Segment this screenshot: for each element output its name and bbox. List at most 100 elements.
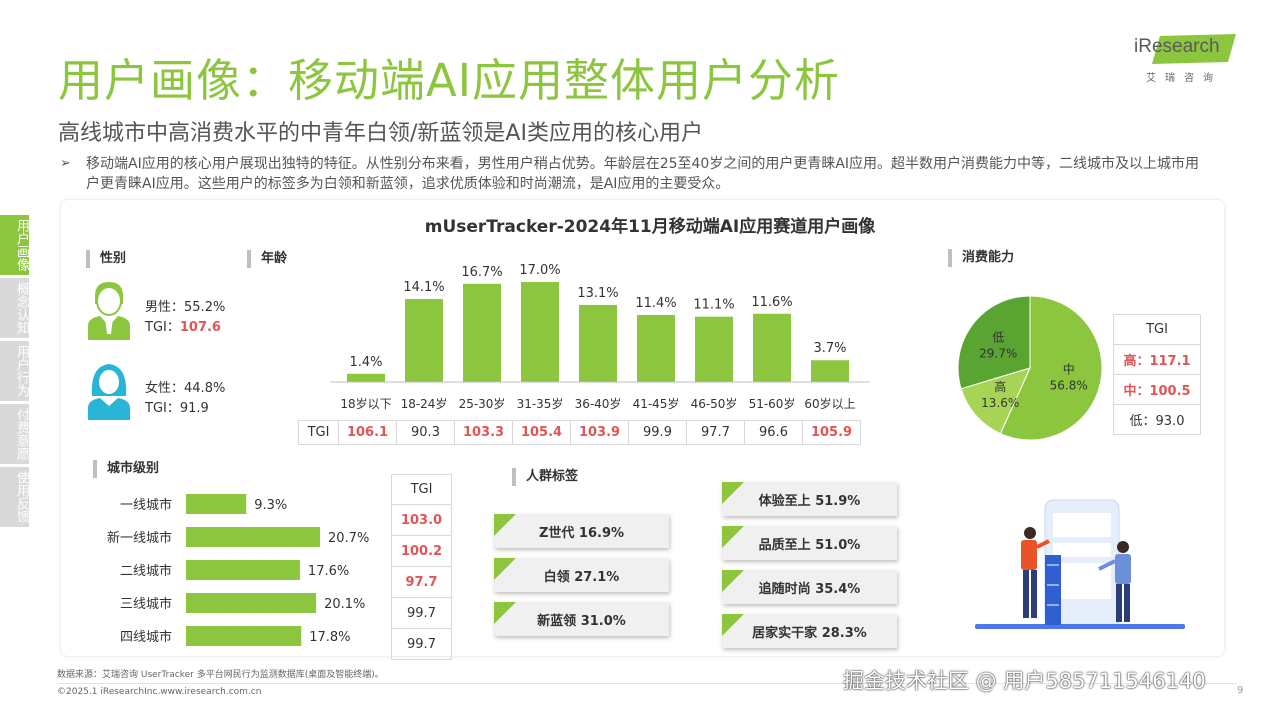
age-category-label-7: 51-60岁 xyxy=(749,396,796,411)
pie-slice-1 xyxy=(999,295,1103,441)
city-category-label-0: 一线城市 xyxy=(120,497,172,513)
crowd-right-tag-label-0: 体验至上 51.9% xyxy=(722,482,897,516)
age-value-label-5: 11.4% xyxy=(635,296,676,311)
pie-value-label-0: 29.7% xyxy=(979,346,1017,360)
city-category-label-2: 二线城市 xyxy=(120,563,172,579)
data-source-note: 数据来源：艾瑞咨询 UserTracker 多平台网民行为监测数据库(桌面及智能… xyxy=(57,670,384,680)
age-tgi-cell-7: 96.6 xyxy=(744,420,803,445)
age-tgi-cell-5: 99.9 xyxy=(628,420,687,445)
age-bar-chart: 1.4% 18岁以下 14.1% 18-24岁 16.7% 25-30岁 17.0% 31-3… xyxy=(330,263,870,411)
age-bar-7 xyxy=(753,313,791,382)
side-tab-feedback[interactable]: 使用反馈 xyxy=(0,467,29,527)
age-bar-3 xyxy=(521,282,559,382)
age-category-label-1: 18-24岁 xyxy=(401,396,448,411)
pie-value-label-1: 56.8% xyxy=(1050,378,1088,392)
age-value-label-2: 16.7% xyxy=(461,265,502,280)
page-subtitle: 高线城市中高消费水平的中青年白领/新蓝领是AI类应用的核心用户 xyxy=(58,121,703,146)
age-bar-0 xyxy=(347,373,385,382)
consumption-tgi-low: 低：93.0 xyxy=(1113,404,1201,435)
female-tgi-label: TGI： xyxy=(145,401,180,416)
side-navigation: 用户画像 概念认知 用户行为 付费意愿 使用反馈 xyxy=(0,215,29,530)
city-bar-4 xyxy=(186,626,302,646)
side-tab-concept[interactable]: 概念认知 xyxy=(0,278,29,338)
age-tgi-cell-4: 103.9 xyxy=(570,420,629,445)
age-heading: 年龄 xyxy=(247,250,287,268)
male-label: 男性： xyxy=(145,300,185,315)
logo-subtitle: 艾瑞咨询 xyxy=(1146,73,1222,84)
consumption-tgi-table: TGI 高：117.1 中：100.5 低：93.0 xyxy=(1113,314,1201,435)
pie-value-label-2: 13.6% xyxy=(981,396,1019,410)
city-category-label-1: 新一线城市 xyxy=(107,530,172,546)
age-value-label-4: 13.1% xyxy=(577,286,618,301)
age-bar-6 xyxy=(695,316,733,382)
city-value-label-3: 20.1% xyxy=(324,597,365,612)
page-number: 9 xyxy=(1237,685,1244,696)
city-tgi-cell-2: 97.7 xyxy=(391,566,452,598)
age-category-label-3: 31-35岁 xyxy=(517,396,564,411)
crowd-right-tag-corner-0 xyxy=(722,482,744,504)
page-title: 用户画像：移动端AI应用整体用户分析 xyxy=(58,54,841,107)
age-value-label-0: 1.4% xyxy=(349,355,382,370)
male-share: 男性：55.2% xyxy=(145,296,225,315)
side-tab-behavior[interactable]: 用户行为 xyxy=(0,341,29,401)
crowd-left-tag-corner-2 xyxy=(494,602,516,624)
age-value-label-3: 17.0% xyxy=(519,263,560,278)
crowd-right-tag-corner-1 xyxy=(722,526,744,548)
age-tgi-cell-1: 90.3 xyxy=(396,420,455,445)
crowd-left-tag-2: 新蓝领 31.0% xyxy=(494,602,669,636)
age-bar-2 xyxy=(463,283,501,382)
summary-text: 移动端AI应用的核心用户展现出独特的特征。从性别分布来看，男性用户稍占优势。年龄… xyxy=(86,156,1200,192)
crowd-right-tag-1: 品质至上 51.0% xyxy=(722,526,897,560)
logo-name: iResearch xyxy=(1134,36,1220,57)
age-category-label-2: 25-30岁 xyxy=(459,396,506,411)
chart-title: mUserTracker-2024年11月移动端AI应用赛道用户画像 xyxy=(424,217,876,237)
side-tab-payment[interactable]: 付费意愿 xyxy=(0,404,29,464)
age-category-label-4: 36-40岁 xyxy=(575,396,622,411)
female-tgi: TGI：91.9 xyxy=(145,397,209,416)
male-tgi-label: TGI： xyxy=(145,320,180,335)
crowd-right-tag-label-3: 居家实干家 28.3% xyxy=(722,614,897,648)
age-bar-8 xyxy=(811,360,849,382)
city-tgi-cell-1: 100.2 xyxy=(391,535,452,567)
consumption-tgi-high: 高：117.1 xyxy=(1113,344,1201,375)
city-tgi-table: TGI 103.0 100.2 97.7 99.7 99.7 xyxy=(391,474,452,660)
age-category-label-8: 60岁以上 xyxy=(804,396,855,411)
age-tgi-cell-8: 105.9 xyxy=(802,420,861,445)
bullet-arrow-icon: ➢ xyxy=(60,156,71,171)
city-bar-0 xyxy=(186,494,247,514)
crowd-left-tag-1: 白领 27.1% xyxy=(494,558,669,592)
crowd-right-tag-2: 追随时尚 35.4% xyxy=(722,570,897,604)
age-tgi-cell-6: 97.7 xyxy=(686,420,745,445)
female-label: 女性： xyxy=(145,381,185,396)
city-tgi-header: TGI xyxy=(391,474,452,505)
age-tgi-label: TGI xyxy=(298,420,339,445)
pie-category-label-2: 高 xyxy=(994,379,1006,394)
crowd-right-tag-3: 居家实干家 28.3% xyxy=(722,614,897,648)
consumption-heading: 消费能力 xyxy=(948,249,1014,267)
female-tgi-value: 91.9 xyxy=(179,401,209,416)
pie-category-label-1: 中 xyxy=(1063,361,1075,376)
age-bar-5 xyxy=(637,314,675,382)
city-value-label-1: 20.7% xyxy=(328,531,369,546)
city-heading: 城市级别 xyxy=(93,460,159,478)
female-pct: 44.8% xyxy=(184,381,226,396)
crowd-heading: 人群标签 xyxy=(512,468,578,486)
city-value-label-2: 17.6% xyxy=(308,564,349,579)
city-category-label-3: 三线城市 xyxy=(120,596,172,612)
age-bar-1 xyxy=(405,299,443,382)
age-tgi-cell-2: 103.3 xyxy=(454,420,513,445)
crowd-left-tag-label-0: Z世代 16.9% xyxy=(494,514,669,548)
consumption-tgi-mid: 中：100.5 xyxy=(1113,374,1201,405)
female-user-icon xyxy=(88,364,130,420)
city-value-label-0: 9.3% xyxy=(254,498,287,513)
crowd-right-tag-corner-3 xyxy=(722,614,744,636)
consumption-pie-chart: 低 29.7% 中 56.8% 高 13.6% xyxy=(957,295,1103,441)
side-tab-user-profile[interactable]: 用户画像 xyxy=(0,215,29,275)
watermark-text: 掘金技术社区 @ 用户585711546140 xyxy=(843,669,1206,693)
city-bar-3 xyxy=(186,593,317,613)
crowd-right-tag-label-1: 品质至上 51.0% xyxy=(722,526,897,560)
copyright: ©2025.1 iResearchInc.www.iresearch.com.c… xyxy=(57,687,262,697)
age-value-label-6: 11.1% xyxy=(693,298,734,313)
crowd-left-tag-corner-0 xyxy=(494,514,516,536)
age-value-label-7: 11.6% xyxy=(751,295,792,310)
